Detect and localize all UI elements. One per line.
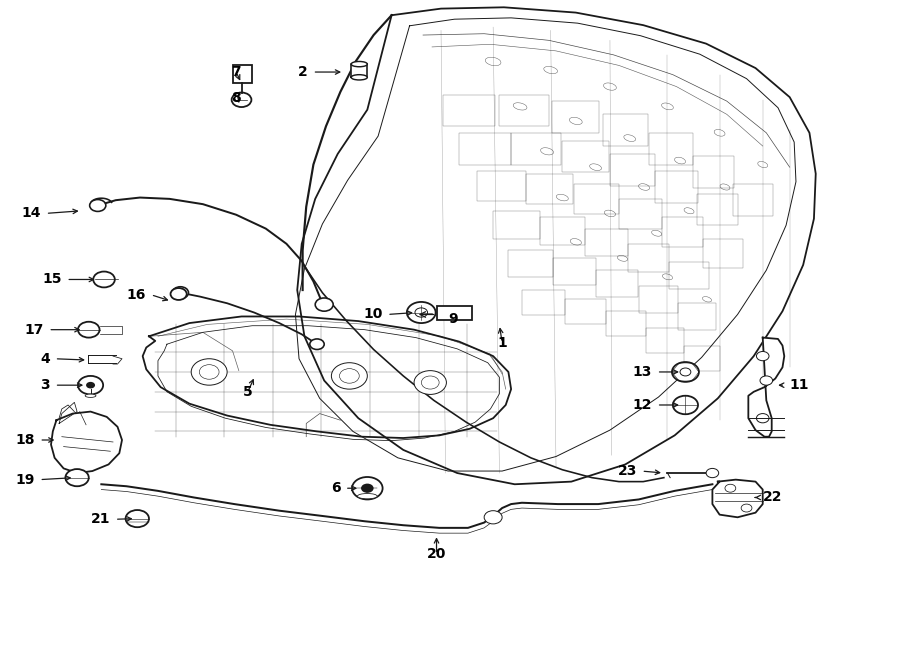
Bar	[619, 199, 662, 228]
Bar	[684, 346, 720, 371]
FancyBboxPatch shape	[232, 65, 252, 83]
Text: 5: 5	[243, 385, 253, 399]
Bar	[650, 133, 693, 165]
Text: 15: 15	[42, 273, 62, 287]
Text: 16: 16	[127, 288, 147, 302]
Polygon shape	[297, 7, 815, 485]
Circle shape	[231, 93, 251, 107]
Bar	[662, 217, 704, 247]
Circle shape	[756, 414, 769, 423]
Ellipse shape	[351, 62, 367, 67]
Text: 23: 23	[617, 464, 637, 478]
Bar	[459, 133, 511, 165]
Polygon shape	[748, 338, 784, 437]
Bar	[646, 328, 684, 353]
Circle shape	[78, 322, 100, 338]
Bar	[443, 95, 495, 126]
Polygon shape	[351, 64, 367, 77]
FancyBboxPatch shape	[436, 306, 472, 320]
Text: 18: 18	[15, 433, 35, 447]
Text: 1: 1	[497, 336, 507, 350]
Text: 17: 17	[24, 322, 44, 337]
Circle shape	[361, 484, 374, 493]
Text: 14: 14	[22, 207, 41, 220]
Bar	[511, 133, 561, 165]
Circle shape	[760, 376, 772, 385]
Circle shape	[172, 287, 188, 299]
Bar	[628, 244, 670, 271]
Bar	[585, 228, 628, 256]
Bar	[698, 193, 739, 225]
Bar	[554, 258, 597, 285]
Text: 2: 2	[298, 65, 308, 79]
Circle shape	[170, 288, 186, 300]
Ellipse shape	[351, 75, 367, 80]
Circle shape	[78, 376, 104, 395]
Text: 11: 11	[789, 378, 809, 392]
Circle shape	[90, 199, 106, 211]
Circle shape	[94, 271, 115, 287]
Text: 13: 13	[633, 365, 652, 379]
Text: 6: 6	[330, 481, 340, 495]
Bar	[610, 154, 655, 185]
Bar	[562, 141, 609, 173]
Polygon shape	[51, 412, 122, 473]
Circle shape	[407, 302, 436, 323]
Circle shape	[126, 510, 149, 527]
Bar	[574, 184, 619, 214]
Circle shape	[725, 485, 736, 492]
Circle shape	[414, 371, 446, 395]
Bar	[477, 171, 526, 201]
Bar	[639, 286, 679, 312]
Text: 20: 20	[427, 547, 446, 561]
Circle shape	[484, 510, 502, 524]
Circle shape	[331, 363, 367, 389]
Bar	[565, 299, 607, 324]
Bar	[522, 290, 565, 315]
Text: 12: 12	[633, 398, 652, 412]
Bar	[655, 171, 698, 203]
Bar	[508, 250, 554, 277]
Bar	[670, 261, 709, 289]
Polygon shape	[143, 316, 511, 438]
Bar	[734, 184, 772, 216]
Circle shape	[66, 469, 89, 487]
Circle shape	[315, 298, 333, 311]
Bar	[603, 115, 648, 146]
Bar	[526, 173, 573, 203]
Circle shape	[706, 469, 719, 478]
Text: 7: 7	[231, 65, 241, 79]
Circle shape	[756, 352, 769, 361]
Circle shape	[86, 382, 95, 389]
Bar	[607, 311, 646, 336]
Bar	[679, 303, 716, 330]
Bar	[597, 270, 638, 297]
Text: 21: 21	[91, 512, 111, 526]
Polygon shape	[59, 402, 77, 424]
Circle shape	[673, 396, 698, 414]
Circle shape	[742, 504, 751, 512]
Circle shape	[672, 362, 699, 382]
Text: 4: 4	[40, 352, 50, 365]
Text: 3: 3	[40, 378, 50, 392]
Text: 22: 22	[762, 491, 782, 504]
Text: 10: 10	[364, 307, 382, 322]
Bar	[500, 95, 549, 126]
Circle shape	[191, 359, 227, 385]
Polygon shape	[713, 480, 762, 517]
Circle shape	[310, 339, 324, 350]
Text: 19: 19	[15, 473, 35, 487]
Ellipse shape	[357, 493, 377, 498]
Bar	[493, 211, 540, 238]
Bar	[693, 156, 734, 187]
Bar	[540, 217, 585, 245]
Bar	[553, 101, 599, 133]
Circle shape	[352, 477, 382, 499]
Text: 9: 9	[448, 312, 458, 326]
Ellipse shape	[86, 394, 96, 397]
Text: 8: 8	[231, 91, 241, 105]
Bar	[704, 238, 742, 268]
FancyArrow shape	[91, 355, 113, 363]
